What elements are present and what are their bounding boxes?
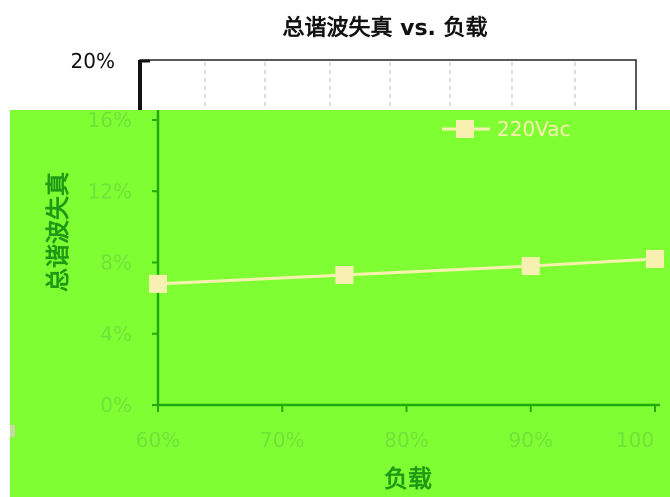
chart-title: 总谐波失真 vs. 负载	[282, 15, 487, 41]
y-tick-label: 8%	[100, 251, 132, 275]
x-tick-label: 70%	[260, 428, 304, 452]
data-point	[149, 274, 167, 293]
x-axis-title: 负载	[384, 465, 432, 493]
data-point	[335, 265, 354, 284]
x-axis-ticks: 60% 70% 80% 90% 100	[136, 405, 656, 452]
y-axis-ticks: 0% 4% 8% 12% 16%	[88, 108, 158, 417]
x-tick-label: 90%	[509, 428, 553, 452]
x-tick-label: 60%	[136, 428, 180, 452]
x-tick-label: 80%	[384, 428, 428, 452]
overlay-chart: 0% 4% 8% 12% 16% 60% 70% 80% 90% 100 220Vac 负载 总…	[10, 108, 670, 497]
x-tick-label: 100	[616, 428, 654, 452]
data-point	[646, 249, 664, 268]
back-gridlines	[204, 62, 576, 110]
y-tick-label: 0%	[100, 393, 132, 417]
data-point	[521, 257, 540, 276]
legend-label: 220Vac	[497, 117, 571, 141]
y-axis-title: 总谐波失真	[44, 172, 72, 292]
left-remnant	[10, 425, 15, 437]
legend: 220Vac	[442, 117, 571, 141]
legend-marker	[456, 120, 474, 138]
overlay-background	[10, 110, 670, 497]
back-ytick-label-20: 20%	[71, 49, 115, 73]
series-group	[149, 249, 664, 293]
y-tick-label: 12%	[88, 179, 132, 203]
y-tick-label: 16%	[88, 108, 132, 132]
series-line	[157, 257, 656, 286]
y-tick-label: 4%	[100, 322, 132, 346]
